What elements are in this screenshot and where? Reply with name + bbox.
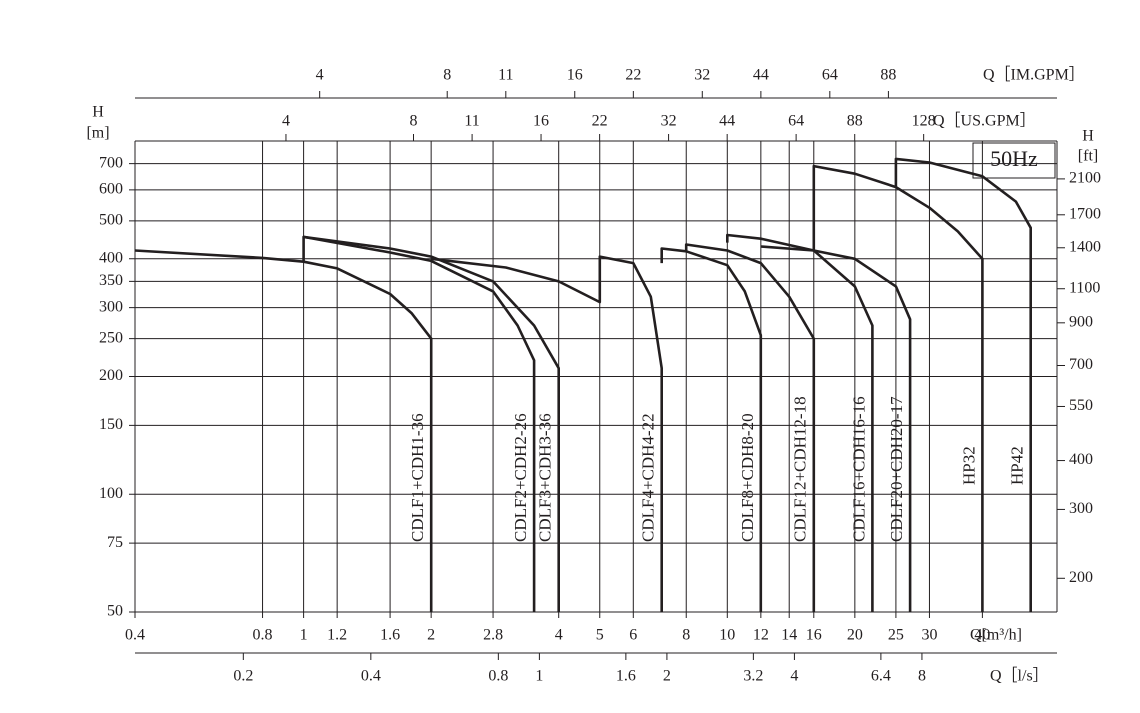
- y2-tick-label: 700: [1069, 356, 1093, 373]
- y2-tick-label: 200: [1069, 569, 1093, 586]
- us_axis-tick-label: 8: [409, 113, 417, 130]
- x-tick-label: 40: [974, 627, 990, 644]
- y2-tick-label: 1400: [1069, 238, 1101, 255]
- us_axis-tick-label: 32: [661, 113, 677, 130]
- series-label: HP42: [1008, 446, 1027, 485]
- ls_axis-tick-label: 6.4: [871, 668, 891, 685]
- y-tick-label: 200: [99, 367, 123, 384]
- y2-tick-label: 550: [1069, 397, 1093, 414]
- y2-tick-label: 400: [1069, 451, 1093, 468]
- im_axis-tick-label: 44: [753, 67, 769, 84]
- us_axis-tick-label: 4: [282, 113, 290, 130]
- im_axis-tick-label: 4: [316, 67, 324, 84]
- series-label: CDLF2+CDH2-26: [511, 413, 530, 542]
- y-tick-label: 500: [99, 212, 123, 229]
- y2-axis-label: H: [1082, 128, 1094, 145]
- y-tick-label: 400: [99, 249, 123, 266]
- x-tick-label: 2: [427, 627, 435, 644]
- ls_axis-tick-label: 0.4: [361, 668, 381, 685]
- ls_axis-tick-label: 4: [790, 668, 798, 685]
- x-tick-label: 25: [888, 627, 904, 644]
- x-tick-label: 2.8: [483, 627, 503, 644]
- x-tick-label: 12: [753, 627, 769, 644]
- series-label: CDLF3+CDH3-36: [536, 413, 555, 542]
- series-label: CDLF20+CDH20-17: [887, 396, 906, 542]
- pump-curve: [894, 157, 1032, 612]
- ls_axis-tick-label: 1.6: [616, 668, 636, 685]
- im-axis-label: Q［IM.GPM］: [983, 66, 1085, 84]
- x-tick-label: 6: [629, 627, 637, 644]
- ls_axis-tick-label: 0.8: [488, 668, 508, 685]
- series-label: CDLF1+CDH1-36: [408, 413, 427, 542]
- annotation-box: [972, 142, 1056, 179]
- x-tick-label: 4: [555, 627, 563, 644]
- x-tick-label: 5: [596, 627, 604, 644]
- ls_axis-tick-label: 1: [535, 668, 543, 685]
- y2-tick-label: 1100: [1069, 279, 1100, 296]
- im_axis-tick-label: 22: [625, 67, 641, 84]
- im_axis-tick-label: 11: [498, 67, 513, 84]
- us_axis-tick-label: 128: [912, 113, 936, 130]
- y-axis-unit: [m]: [86, 125, 109, 142]
- us_axis-tick-label: 16: [533, 113, 549, 130]
- ls_axis-tick-label: 3.2: [743, 668, 763, 685]
- pump-curve: [812, 164, 984, 612]
- x-axis-label: Q[m³/h]: [970, 627, 1022, 644]
- pump-curve: [303, 235, 560, 612]
- im_axis-tick-label: 88: [880, 67, 896, 84]
- ls-axis-label: Q［l/s］: [990, 667, 1049, 685]
- y2-tick-label: 900: [1069, 313, 1093, 330]
- ls_axis-tick-label: 0.2: [233, 668, 253, 685]
- x-tick-label: 8: [682, 627, 690, 644]
- x-tick-label: 16: [806, 627, 822, 644]
- x-tick-label: 30: [921, 627, 937, 644]
- x-tick-label: 14: [781, 627, 797, 644]
- y-tick-label: 250: [99, 329, 123, 346]
- ls_axis-tick-label: 8: [918, 668, 926, 685]
- series-label: HP32: [959, 446, 978, 485]
- y-tick-label: 350: [99, 272, 123, 289]
- ls_axis-tick-label: 2: [663, 668, 671, 685]
- y2-tick-label: 2100: [1069, 170, 1101, 187]
- x-tick-label: 10: [719, 627, 735, 644]
- us_axis-tick-label: 88: [847, 113, 863, 130]
- pump-curve: [760, 245, 912, 612]
- im_axis-tick-label: 64: [822, 67, 838, 84]
- pump-curve: [684, 243, 816, 612]
- series-label: CDLF8+CDH8-20: [738, 413, 757, 542]
- annotation: 50Hz: [990, 146, 1038, 171]
- im_axis-tick-label: 32: [694, 67, 710, 84]
- y-tick-label: 75: [107, 534, 123, 551]
- im_axis-tick-label: 8: [443, 67, 451, 84]
- us_axis-tick-label: 64: [788, 113, 804, 130]
- y-axis-label: H: [92, 104, 104, 121]
- us_axis-tick-label: 22: [592, 113, 608, 130]
- im_axis-tick-label: 16: [567, 67, 583, 84]
- series-label: CDLF12+CDH12-18: [791, 396, 810, 542]
- us_axis-tick-label: 11: [464, 113, 479, 130]
- y2-tick-label: 1700: [1069, 205, 1101, 222]
- pump-curve: [660, 247, 763, 612]
- y2-axis-unit: [ft]: [1078, 148, 1098, 165]
- x-tick-label: 1.2: [327, 627, 347, 644]
- y-tick-label: 300: [99, 298, 123, 315]
- series-label: CDLF16+CDH16-16: [849, 396, 868, 542]
- x-tick-label: 1: [300, 627, 308, 644]
- y-tick-label: 100: [99, 485, 123, 502]
- y2-tick-label: 300: [1069, 500, 1093, 517]
- y-tick-label: 600: [99, 181, 123, 198]
- us_axis-tick-label: 44: [719, 113, 735, 130]
- y-tick-label: 50: [107, 603, 123, 620]
- y-tick-label: 700: [99, 154, 123, 171]
- pump-curve: [134, 249, 433, 612]
- x-tick-label: 0.8: [253, 627, 273, 644]
- x-tick-label: 1.6: [380, 627, 400, 644]
- series-label: CDLF4+CDH4-22: [639, 413, 658, 542]
- y-tick-label: 150: [99, 416, 123, 433]
- pump-curve: [431, 255, 663, 612]
- us-axis-label: Q［US.GPM］: [933, 112, 1036, 130]
- x-tick-label: 0.4: [125, 627, 145, 644]
- x-tick-label: 20: [847, 627, 863, 644]
